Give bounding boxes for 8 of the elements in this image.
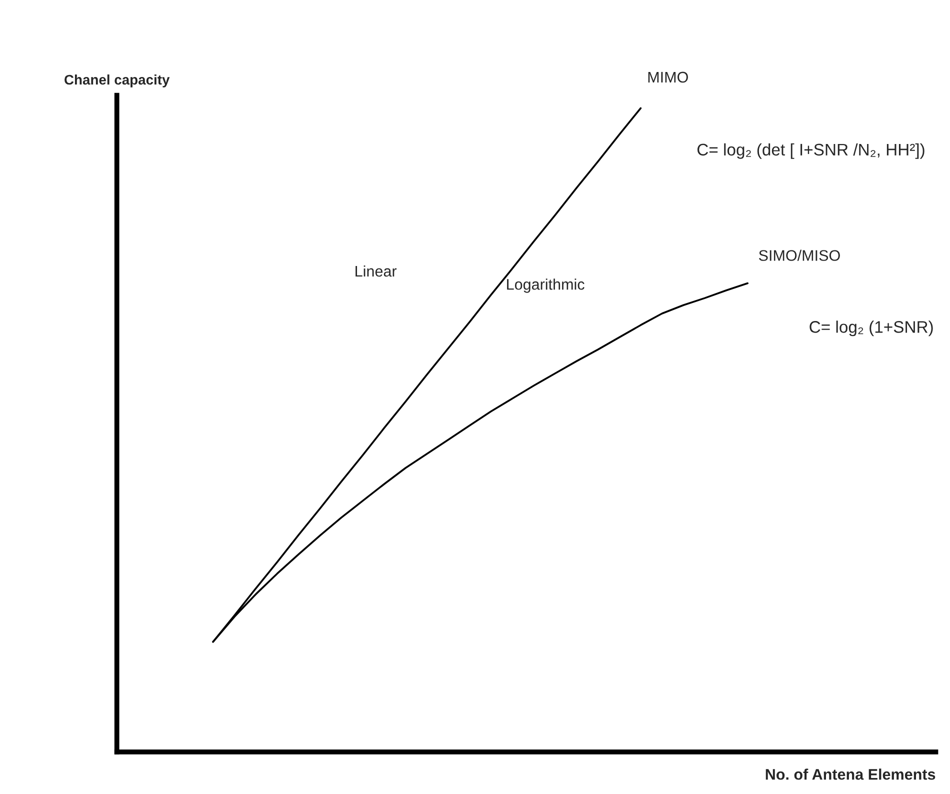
annotation: Linear bbox=[356, 265, 397, 277]
annotation: C= log₂ (det [ I+SNR /N₂, HH²]) bbox=[697, 143, 924, 159]
annotation: Logarithmic bbox=[507, 278, 584, 293]
y-axis-title: Chanel capacity bbox=[64, 74, 170, 88]
text: C= log₂ (1+SNR) bbox=[810, 320, 933, 336]
series-label: MIMO bbox=[648, 72, 688, 83]
x-axis-title: No. of Antena Elements bbox=[766, 768, 936, 780]
series-label: SIMO/MISO bbox=[758, 250, 840, 261]
